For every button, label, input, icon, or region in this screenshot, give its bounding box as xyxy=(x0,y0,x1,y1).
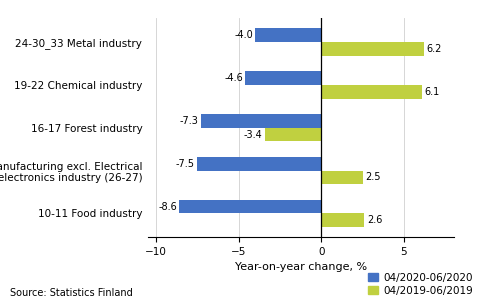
Bar xyxy=(179,200,321,213)
Bar xyxy=(265,128,321,141)
Bar xyxy=(321,85,422,98)
Text: -7.5: -7.5 xyxy=(176,159,195,169)
Bar xyxy=(321,213,364,227)
Text: -4.6: -4.6 xyxy=(224,73,243,83)
Bar xyxy=(246,71,321,85)
Text: -3.4: -3.4 xyxy=(244,130,263,140)
Bar xyxy=(201,114,321,128)
Bar xyxy=(321,171,363,184)
Text: 6.2: 6.2 xyxy=(426,44,442,54)
Bar xyxy=(255,28,321,42)
X-axis label: Year-on-year change, %: Year-on-year change, % xyxy=(235,262,367,272)
Legend: 04/2020-06/2020, 04/2019-06/2019: 04/2020-06/2020, 04/2019-06/2019 xyxy=(368,273,473,296)
Text: -8.6: -8.6 xyxy=(158,202,177,212)
Text: Source: Statistics Finland: Source: Statistics Finland xyxy=(10,288,133,298)
Bar xyxy=(321,42,424,56)
Text: 2.6: 2.6 xyxy=(367,215,382,225)
Bar xyxy=(198,157,321,171)
Text: 2.5: 2.5 xyxy=(365,172,381,182)
Text: 6.1: 6.1 xyxy=(424,87,440,97)
Text: -4.0: -4.0 xyxy=(234,30,253,40)
Text: -7.3: -7.3 xyxy=(179,116,198,126)
